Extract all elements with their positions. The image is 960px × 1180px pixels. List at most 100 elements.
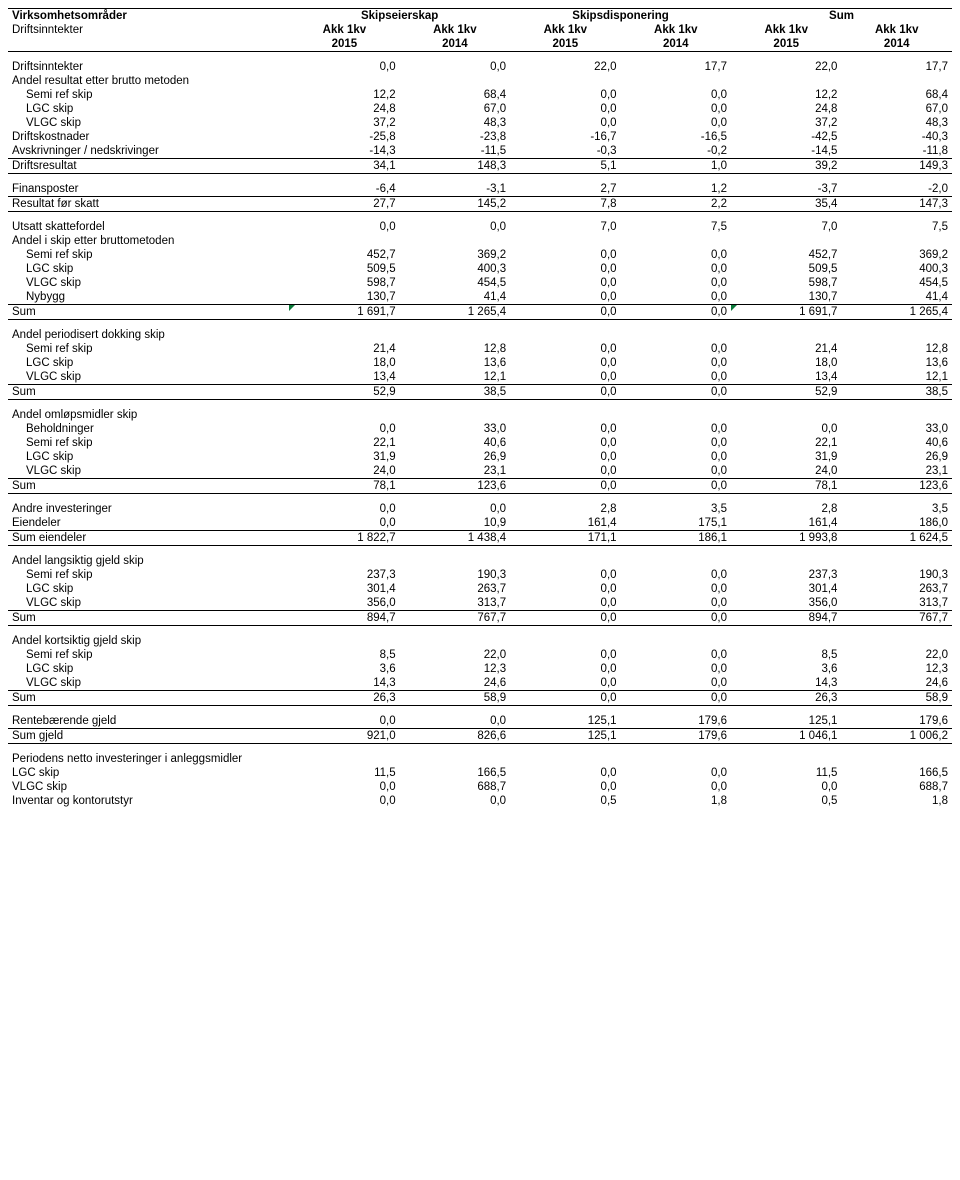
cell	[841, 554, 952, 568]
cell: 0,0	[289, 794, 399, 808]
row-label: Driftskostnader	[8, 130, 289, 144]
cell: 27,7	[289, 197, 399, 212]
cell	[841, 328, 952, 342]
cell: 1,8	[621, 794, 731, 808]
cell: 161,4	[731, 516, 841, 531]
cell: 8,5	[289, 648, 399, 662]
cell: 68,4	[400, 88, 510, 102]
cell: 11,5	[731, 766, 841, 780]
cell: 24,0	[731, 464, 841, 479]
cell: -3,1	[400, 182, 510, 197]
cell: 0,0	[510, 276, 620, 290]
cell: 21,4	[731, 342, 841, 356]
cell: 22,0	[400, 648, 510, 662]
cell: 0,0	[510, 116, 620, 130]
cell: 767,7	[841, 611, 952, 626]
cell: 147,3	[841, 197, 952, 212]
cell: 0,0	[510, 290, 620, 305]
cell: 0,0	[510, 248, 620, 262]
cell: 41,4	[400, 290, 510, 305]
header-group-1: Skipsdisponering	[510, 9, 731, 24]
cell: 123,6	[400, 479, 510, 494]
cell	[731, 234, 841, 248]
cell: 24,0	[289, 464, 399, 479]
cell: 454,5	[400, 276, 510, 290]
cell: -0,2	[621, 144, 731, 159]
cell: 12,3	[400, 662, 510, 676]
cell: -40,3	[841, 130, 952, 144]
cell	[621, 634, 731, 648]
cell: 369,2	[400, 248, 510, 262]
cell: 12,1	[400, 370, 510, 385]
cell	[510, 328, 620, 342]
cell	[289, 634, 399, 648]
row-label: LGC skip	[8, 582, 289, 596]
row-label: Sum	[8, 385, 289, 400]
cell: 0,0	[621, 611, 731, 626]
cell	[841, 408, 952, 422]
row-label: Nybygg	[8, 290, 289, 305]
cell: 0,0	[621, 582, 731, 596]
cell: 1 046,1	[731, 729, 841, 744]
cell	[731, 328, 841, 342]
cell	[289, 234, 399, 248]
cell: -6,4	[289, 182, 399, 197]
cell	[510, 634, 620, 648]
cell	[400, 752, 510, 766]
cell: -42,5	[731, 130, 841, 144]
cell: -16,7	[510, 130, 620, 144]
header-sub-1: Akk 1kv	[400, 23, 510, 37]
cell: 24,8	[289, 102, 399, 116]
row-label: Semi ref skip	[8, 648, 289, 662]
row-label: VLGC skip	[8, 276, 289, 290]
cell: 0,0	[510, 662, 620, 676]
cell: 0,0	[621, 766, 731, 780]
cell: 0,0	[510, 479, 620, 494]
cell: 0,0	[510, 582, 620, 596]
row-label: Beholdninger	[8, 422, 289, 436]
cell: 0,0	[621, 676, 731, 691]
header-year-5: 2014	[841, 37, 952, 52]
cell: 0,0	[621, 450, 731, 464]
row-label: Sum	[8, 691, 289, 706]
cell: 0,0	[510, 436, 620, 450]
cell: 166,5	[841, 766, 952, 780]
cell: 0,0	[621, 305, 731, 320]
cell: 452,7	[731, 248, 841, 262]
cell: 68,4	[841, 88, 952, 102]
row-label: Andel periodisert dokking skip	[8, 328, 289, 342]
cell: 0,0	[510, 464, 620, 479]
header-group-0: Skipseierskap	[289, 9, 510, 24]
cell: 0,0	[289, 780, 399, 794]
cell: 400,3	[841, 262, 952, 276]
cell: 0,5	[731, 794, 841, 808]
row-label: Driftsinntekter	[8, 60, 289, 74]
row-label: VLGC skip	[8, 676, 289, 691]
cell: 0,0	[621, 262, 731, 276]
header-sub-4: Akk 1kv	[731, 23, 841, 37]
cell: 0,0	[621, 248, 731, 262]
cell: 12,1	[841, 370, 952, 385]
row-label: Andel kortsiktig gjeld skip	[8, 634, 289, 648]
cell: 921,0	[289, 729, 399, 744]
cell: 0,0	[621, 116, 731, 130]
cell: 12,8	[841, 342, 952, 356]
cell: 0,0	[510, 450, 620, 464]
cell	[621, 752, 731, 766]
cell: 263,7	[400, 582, 510, 596]
cell	[841, 234, 952, 248]
row-label: Andre investeringer	[8, 502, 289, 516]
cell: 0,0	[400, 794, 510, 808]
cell: 0,0	[621, 436, 731, 450]
cell: 0,0	[400, 60, 510, 74]
cell: 1,2	[621, 182, 731, 197]
cell: 145,2	[400, 197, 510, 212]
cell: -14,5	[731, 144, 841, 159]
cell: 0,0	[510, 691, 620, 706]
cell: 0,0	[510, 596, 620, 611]
cell: 17,7	[841, 60, 952, 74]
cell: 190,3	[841, 568, 952, 582]
cell: -3,7	[731, 182, 841, 197]
segment-table: VirksomhetsområderSkipseierskapSkipsdisp…	[8, 8, 952, 808]
row-label: LGC skip	[8, 662, 289, 676]
